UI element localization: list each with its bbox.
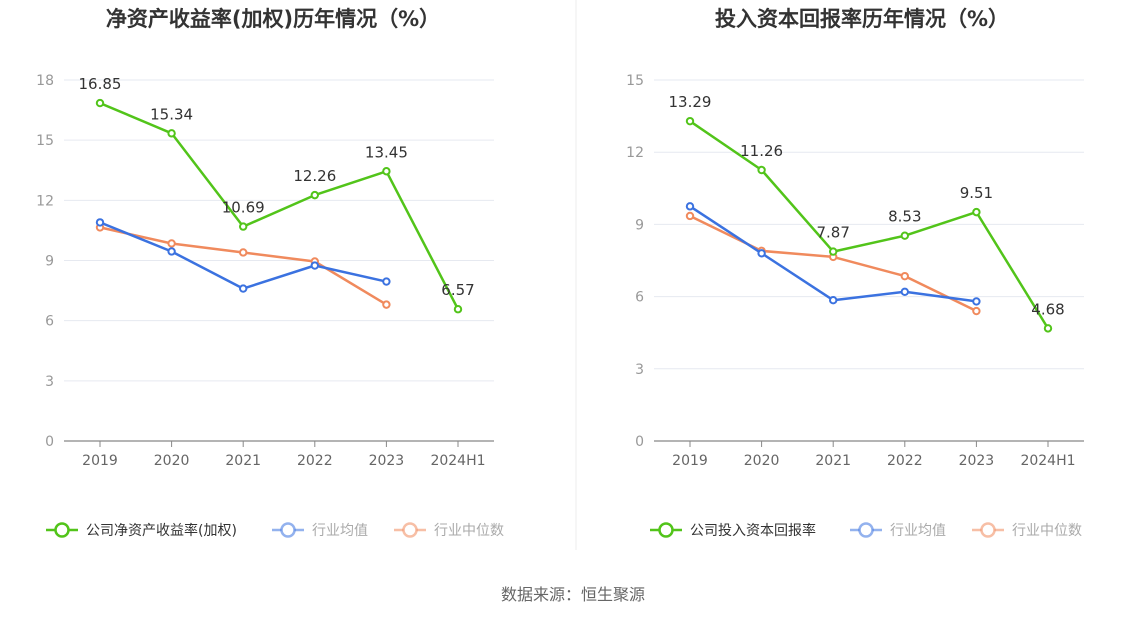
x-tick-label: 2019: [672, 453, 708, 469]
data-point: [95, 98, 105, 108]
x-tick-label: 2020: [154, 453, 190, 469]
data-label: 16.85: [79, 75, 122, 93]
y-tick-label: 15: [36, 133, 54, 149]
data-label: 10.69: [222, 199, 265, 217]
data-point: [382, 277, 391, 286]
legend-label: 行业中位数: [1012, 523, 1082, 539]
x-tick-label: 2019: [82, 453, 118, 469]
legend-label: 公司净资产收益率(加权): [86, 522, 237, 539]
legend-item-1: 公司投入资本回报率: [650, 522, 816, 539]
x-tick-label: 2021: [225, 453, 261, 469]
x-tick-label: 2024H1: [430, 453, 485, 469]
data-point: [239, 248, 248, 257]
data-source-note: 数据来源：恒生聚源: [501, 585, 645, 604]
x-tick-label: 2020: [744, 453, 780, 469]
chart-panel-1: 净资产收益率(加权)历年情况（%） 0 3 6 9 12 15 18 2019 2020 2021 2…: [36, 7, 504, 539]
data-point: [167, 129, 176, 138]
y-tick-label: 6: [635, 290, 644, 306]
y-tick-label: 9: [45, 254, 54, 270]
data-point: [685, 116, 695, 126]
data-point: [382, 167, 391, 176]
y-tick-label: 9: [635, 217, 644, 233]
data-point: [685, 211, 695, 221]
y-tick-label: 12: [626, 145, 644, 161]
y-tick-label: 3: [635, 362, 644, 378]
legend-label: 公司投入资本回报率: [690, 522, 816, 539]
data-point: [310, 190, 319, 200]
data-label: 8.53: [888, 208, 921, 226]
x-tick-label: 2022: [297, 453, 333, 469]
data-point: [167, 247, 176, 256]
data-point: [757, 249, 766, 258]
data-point: [900, 231, 909, 240]
legend-item-3: 行业中位数: [972, 522, 1082, 539]
x-tick-label: 2024H1: [1020, 453, 1075, 469]
data-label: 4.68: [1031, 300, 1064, 318]
data-point: [900, 287, 909, 296]
x-tick-label: 2023: [369, 453, 405, 469]
data-point: [829, 247, 838, 256]
data-label: 15.34: [150, 105, 193, 123]
data-point: [95, 218, 105, 227]
legend-item-1: 公司净资产收益率(加权): [46, 522, 237, 539]
y-tick-label: 15: [626, 73, 644, 89]
y-tick-label: 3: [45, 374, 54, 390]
data-point: [972, 306, 981, 316]
y-tick-label: 12: [36, 193, 54, 209]
y-tick-label: 6: [45, 314, 54, 330]
legend-marker: [280, 522, 296, 538]
data-label: 9.51: [960, 184, 993, 202]
data-point: [685, 202, 695, 211]
data-point: [972, 297, 981, 306]
data-point: [239, 222, 248, 231]
x-tick-label: 2022: [887, 453, 923, 469]
data-point: [972, 207, 981, 217]
data-point: [310, 261, 319, 270]
data-point: [167, 239, 176, 248]
data-label: 7.87: [816, 224, 849, 242]
series-line-1: [99, 101, 460, 310]
legend-label: 行业均值: [312, 523, 368, 539]
legend-item-3: 行业中位数: [394, 522, 504, 539]
data-point: [453, 305, 463, 314]
data-label: 13.29: [669, 93, 712, 111]
data-label: 13.45: [365, 143, 408, 161]
data-point: [1043, 324, 1053, 333]
data-point: [900, 271, 909, 281]
data-point: [757, 165, 766, 175]
legend-marker: [54, 522, 70, 538]
x-tick-label: 2023: [959, 453, 995, 469]
legend-item-2: 行业均值: [272, 522, 368, 539]
y-tick-label: 0: [45, 434, 54, 450]
data-label: 11.26: [740, 142, 783, 160]
data-point: [382, 300, 391, 309]
legend-label: 行业均值: [890, 523, 946, 539]
chart-title: 净资产收益率(加权)历年情况（%）: [106, 7, 440, 31]
legend-label: 行业中位数: [434, 523, 504, 539]
data-point: [239, 284, 248, 293]
data-label: 12.26: [293, 167, 336, 185]
chart-title: 投入资本回报率历年情况（%）: [715, 7, 1009, 31]
legend-marker: [658, 522, 674, 538]
chart-panel-2: 投入资本回报率历年情况（%） 0 3 6 9 12 15 2019 2020 2021 2022 20…: [626, 7, 1084, 539]
legend-marker: [858, 522, 874, 538]
data-label: 6.57: [441, 281, 474, 299]
data-point: [829, 296, 838, 305]
y-tick-label: 18: [36, 73, 54, 89]
legend-marker: [402, 522, 418, 538]
series-line-1: [689, 120, 1050, 330]
legend-item-2: 行业均值: [850, 522, 946, 539]
x-tick-label: 2021: [815, 453, 851, 469]
y-tick-label: 0: [635, 434, 644, 450]
legend-marker: [980, 522, 996, 538]
